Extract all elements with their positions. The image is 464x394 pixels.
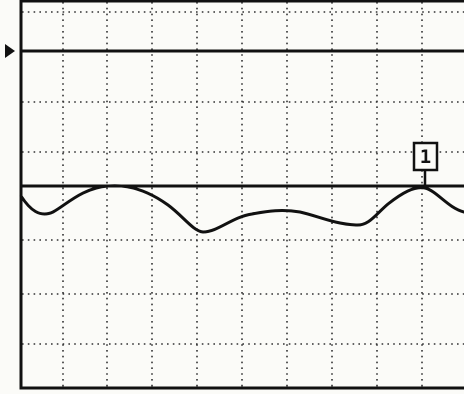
marker-1-icon[interactable]: 1 xyxy=(412,141,439,188)
marker-box xyxy=(412,141,439,172)
screen-border xyxy=(19,0,464,390)
triangle-right-icon[interactable] xyxy=(5,44,15,58)
signal-trace xyxy=(19,184,464,234)
marker-label: 1 xyxy=(420,146,431,168)
